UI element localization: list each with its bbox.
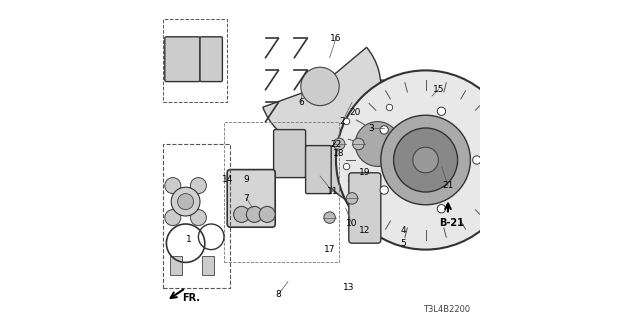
Text: 13: 13 [343, 284, 355, 292]
Circle shape [437, 204, 445, 213]
Bar [170, 256, 182, 275]
Circle shape [178, 194, 193, 210]
FancyBboxPatch shape [200, 37, 223, 82]
Text: 22: 22 [330, 140, 342, 148]
Text: 14: 14 [221, 175, 233, 184]
Circle shape [191, 178, 206, 194]
Wedge shape [263, 47, 381, 147]
Circle shape [324, 212, 335, 223]
FancyBboxPatch shape [306, 146, 332, 194]
Text: 1: 1 [186, 236, 191, 244]
Circle shape [336, 70, 515, 250]
Circle shape [191, 210, 206, 226]
Circle shape [387, 177, 393, 184]
Text: 20: 20 [349, 108, 361, 116]
Circle shape [394, 128, 458, 192]
Circle shape [413, 141, 419, 147]
Bar [202, 256, 214, 275]
Circle shape [234, 206, 250, 222]
Text: 21: 21 [442, 181, 454, 190]
Text: 6: 6 [298, 98, 303, 107]
Text: FR.: FR. [182, 292, 200, 303]
Bar [163, 144, 230, 288]
Text: T3L4B2200: T3L4B2200 [423, 305, 470, 314]
FancyBboxPatch shape [349, 173, 381, 243]
Circle shape [353, 138, 364, 150]
Circle shape [413, 147, 438, 173]
Circle shape [387, 104, 393, 111]
Text: 12: 12 [359, 226, 371, 235]
Text: 17: 17 [324, 245, 335, 254]
Circle shape [314, 80, 442, 208]
Circle shape [380, 186, 388, 194]
Text: 8: 8 [276, 290, 281, 299]
Text: 11: 11 [327, 188, 339, 196]
Text: 4: 4 [401, 226, 406, 235]
Text: 10: 10 [346, 220, 358, 228]
Text: 19: 19 [359, 168, 371, 177]
Text: 2: 2 [340, 117, 345, 126]
Circle shape [259, 206, 275, 222]
Circle shape [333, 138, 345, 150]
Text: 9: 9 [244, 175, 249, 184]
Text: 18: 18 [333, 149, 345, 158]
Circle shape [343, 164, 349, 170]
FancyBboxPatch shape [165, 37, 200, 82]
Circle shape [472, 156, 481, 164]
Circle shape [437, 107, 445, 116]
Text: 15: 15 [433, 85, 444, 94]
Circle shape [381, 115, 470, 205]
Circle shape [355, 122, 400, 166]
Text: 16: 16 [330, 34, 342, 43]
Circle shape [172, 187, 200, 216]
Circle shape [165, 210, 181, 226]
Bar [163, 19, 227, 102]
Text: B-21: B-21 [439, 218, 463, 228]
FancyBboxPatch shape [227, 170, 275, 227]
Text: 7: 7 [244, 194, 249, 203]
FancyBboxPatch shape [274, 130, 306, 178]
Circle shape [380, 126, 388, 134]
Circle shape [301, 67, 339, 106]
Text: 3: 3 [369, 124, 374, 132]
Text: 5: 5 [401, 239, 406, 248]
Circle shape [165, 178, 181, 194]
Circle shape [346, 193, 358, 204]
Circle shape [343, 118, 349, 124]
Circle shape [246, 206, 262, 222]
